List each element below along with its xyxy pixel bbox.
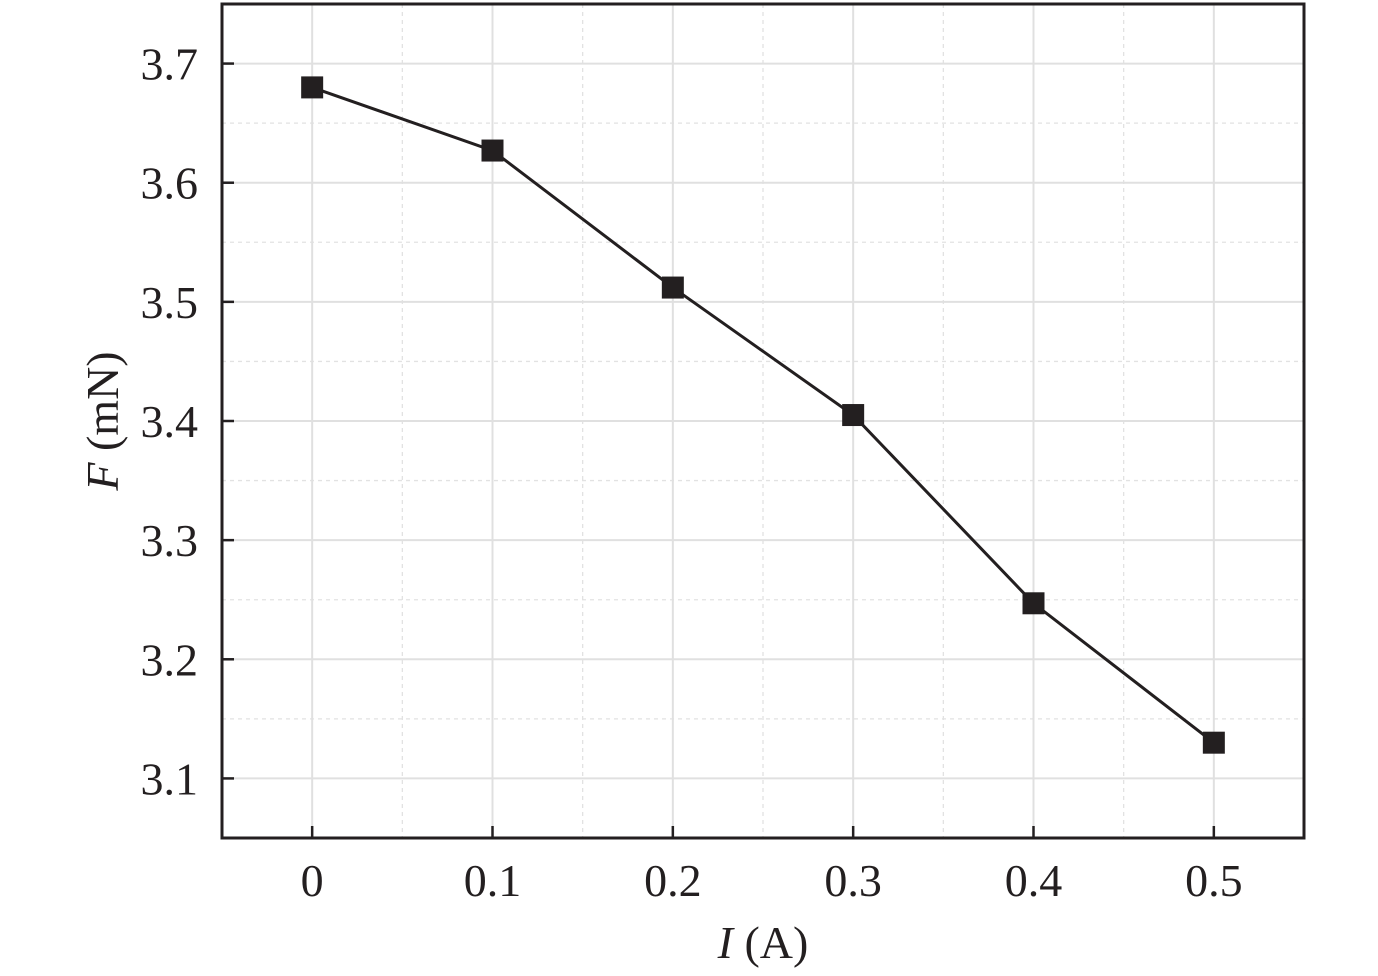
y-tick-label: 3.7: [141, 39, 199, 90]
y-tick-label: 3.2: [141, 634, 199, 685]
y-tick-label: 3.4: [141, 396, 199, 447]
series: [311, 85, 1215, 744]
series-line: [311, 85, 1215, 744]
data-point-marker: [1022, 592, 1045, 615]
data-point-marker: [481, 139, 504, 162]
y-tick-label: 3.3: [141, 515, 199, 566]
markers: [301, 76, 1225, 754]
data-point-marker: [1202, 731, 1225, 754]
x-tick-label: 0.2: [644, 855, 702, 906]
ticks: [222, 62, 1216, 838]
y-axis-label: F (mN): [77, 351, 128, 491]
y-tick-labels: 3.1 3.2 3.3 3.4 3.5 3.6 3.7: [141, 39, 199, 805]
grid: [222, 4, 1304, 838]
y-tick-label: 3.5: [141, 277, 199, 328]
x-axis-variable: I: [717, 917, 736, 968]
y-tick-label: 3.1: [141, 753, 199, 804]
x-tick-label: 0.3: [824, 855, 882, 906]
y-axis-unit: (mN): [77, 351, 128, 462]
data-point-marker: [301, 76, 324, 99]
x-tick-label: 0.5: [1185, 855, 1243, 906]
y-tick-label: 3.6: [141, 158, 199, 209]
x-axis-unit: (A): [733, 917, 808, 968]
data-point-marker: [661, 276, 684, 299]
x-axis-label: I (A): [717, 917, 809, 968]
x-tick-label: 0: [301, 855, 324, 906]
data-point-marker: [842, 404, 865, 427]
x-tick-labels: 0 0.1 0.2 0.3 0.4 0.5: [301, 855, 1243, 906]
x-tick-label: 0.1: [464, 855, 522, 906]
y-axis-variable: F: [77, 462, 128, 492]
x-tick-label: 0.4: [1005, 855, 1063, 906]
